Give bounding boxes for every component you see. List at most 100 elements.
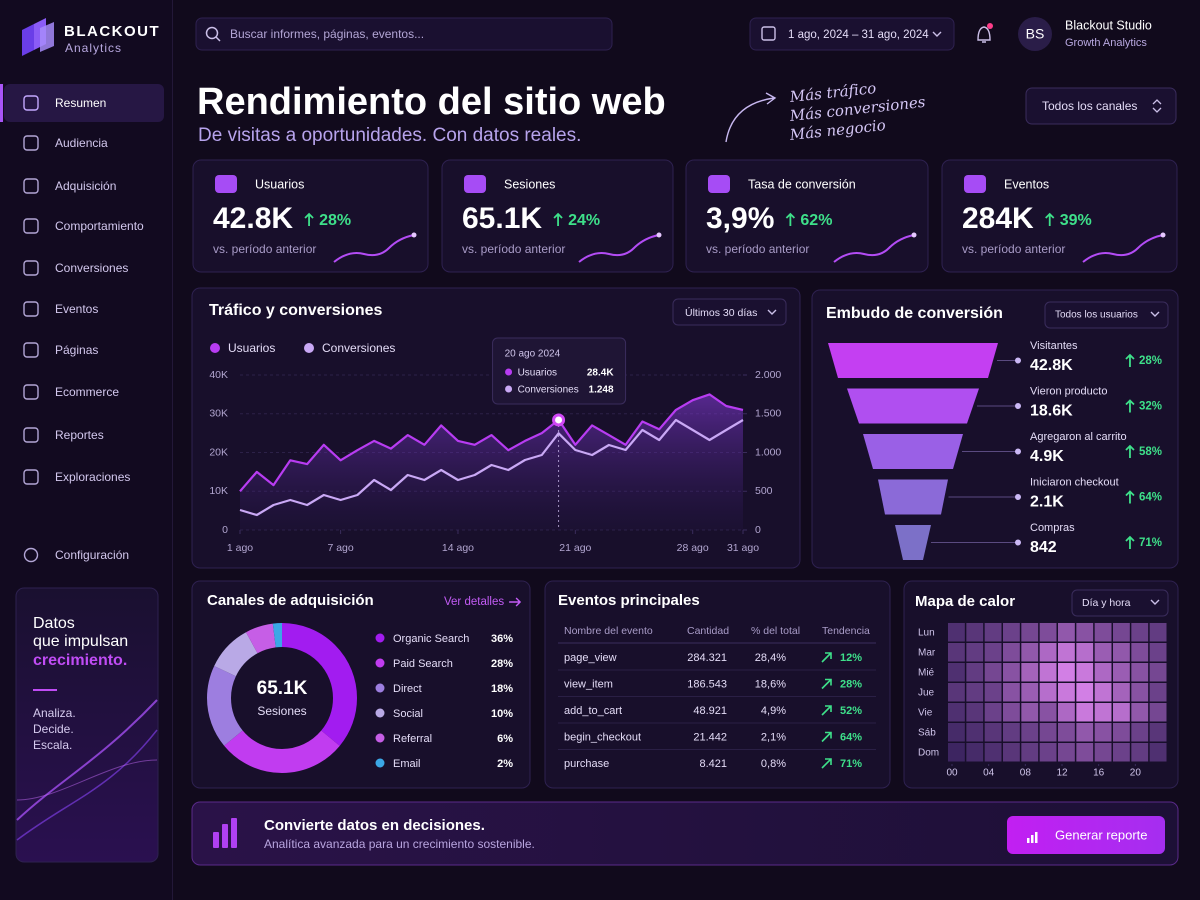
heatmap-cell xyxy=(948,643,965,662)
table-cell: 18,6% xyxy=(755,678,786,690)
funnel-stage xyxy=(895,525,931,560)
heatmap-cell xyxy=(1003,703,1020,722)
tooltip-name: Conversiones xyxy=(518,385,579,396)
heatmap-cell xyxy=(1076,623,1094,642)
details-link[interactable]: Ver detalles xyxy=(444,596,504,608)
heatmap-cell xyxy=(966,643,984,662)
kpi-change: 24% xyxy=(568,212,600,229)
heatmap-cell xyxy=(1094,743,1112,762)
kpi-sparkline xyxy=(578,234,660,263)
x-tick-label: 00 xyxy=(946,768,958,779)
heatmap-cell xyxy=(1131,663,1149,682)
kpi-sparkline xyxy=(333,234,415,263)
heatmap-cell xyxy=(1058,663,1075,682)
heatmap-cell xyxy=(948,683,965,702)
nav-item[interactable]: Exploraciones xyxy=(55,470,130,484)
search-icon xyxy=(205,26,219,40)
heatmap-cell xyxy=(1039,703,1057,722)
heatmap-cell xyxy=(1113,623,1130,642)
nav-icon xyxy=(23,301,39,317)
kpi-icon xyxy=(464,175,486,193)
tooltip-value: 1.248 xyxy=(589,385,614,396)
avatar-initials: BS xyxy=(1026,26,1045,42)
chevron-icon xyxy=(1150,599,1160,605)
search-placeholder: Buscar informes, páginas, eventos... xyxy=(230,27,424,41)
tooltip xyxy=(492,337,627,405)
avatar[interactable] xyxy=(1018,17,1052,51)
heatmap-cell xyxy=(984,643,1002,662)
nav-item[interactable]: Reportes xyxy=(55,428,104,442)
nav-item[interactable]: Conversiones xyxy=(55,261,128,275)
up-arrow-icon xyxy=(1045,212,1055,226)
date-picker[interactable] xyxy=(749,17,955,51)
table-cell: 71% xyxy=(840,758,862,770)
heatmap-cell xyxy=(1058,723,1075,742)
x-tick-label: 1 ago xyxy=(227,542,253,554)
nav-item[interactable]: Eventos xyxy=(55,302,98,316)
promo-line: que impulsan xyxy=(33,633,128,650)
heatmap-cell xyxy=(1149,623,1167,642)
table-cell: page_view xyxy=(564,652,617,664)
bell-icon[interactable] xyxy=(977,26,991,43)
table-cell: 64% xyxy=(840,731,862,743)
promo-line: Datos xyxy=(33,615,75,632)
up-arrow-icon xyxy=(1125,535,1135,549)
heatmap-cell xyxy=(948,703,965,722)
promo-wave xyxy=(16,699,158,821)
funnel-dot xyxy=(1015,448,1021,455)
settings-icon xyxy=(23,547,39,563)
nav-item[interactable]: Adquisición xyxy=(55,179,116,193)
legend-swatch xyxy=(375,658,385,668)
heatmap-row-label: Jue xyxy=(918,688,935,699)
table-cell: 2,1% xyxy=(761,731,786,743)
nav-item[interactable]: Audiencia xyxy=(55,136,108,150)
heatmap-cell xyxy=(1021,683,1039,702)
x-tick-label: 08 xyxy=(1020,768,1032,779)
cta-button[interactable] xyxy=(1007,816,1165,854)
trend-arrow xyxy=(821,652,832,663)
nav-item[interactable]: Resumen xyxy=(55,96,106,110)
chart-filter[interactable] xyxy=(672,298,787,326)
heatmap-filter[interactable] xyxy=(1071,589,1169,617)
promo-tagline: Decide. xyxy=(33,722,74,736)
x-tick-label: 28 ago xyxy=(677,542,709,554)
nav-item[interactable]: Ecommerce xyxy=(55,385,119,399)
funnel-filter[interactable] xyxy=(1044,301,1169,329)
search-box[interactable] xyxy=(195,17,613,51)
tooltip-point xyxy=(552,413,566,427)
funnel-dot xyxy=(1015,494,1021,500)
table-cell: 48.921 xyxy=(693,705,727,717)
kpi-label: Usuarios xyxy=(255,177,304,191)
funnel-filter-label: Todos los usuarios xyxy=(1055,310,1138,321)
channel-filter[interactable] xyxy=(1025,87,1177,125)
legend-swatch xyxy=(375,733,385,743)
user-name: Blackout Studio xyxy=(1065,18,1152,32)
heatmap-cell xyxy=(984,663,1002,682)
heatmap-cell xyxy=(948,663,965,682)
heatmap-cell xyxy=(1113,723,1130,742)
legend-value: 36% xyxy=(491,633,513,645)
heatmap-cell xyxy=(1131,683,1149,702)
nav-icon xyxy=(23,384,39,400)
promo-wave xyxy=(16,729,158,841)
nav-item[interactable]: Comportamiento xyxy=(55,219,144,233)
heatmap-cell xyxy=(1113,743,1130,762)
y-tick-label: 20K xyxy=(209,446,228,458)
button-icon-bar xyxy=(1031,835,1034,843)
up-arrow-icon xyxy=(304,212,314,226)
y2-tick-label: 2.000 xyxy=(755,369,781,381)
up-arrow-icon xyxy=(1125,353,1135,367)
heatmap-cell xyxy=(1039,623,1057,642)
funnel-stage-value: 2.1K xyxy=(1030,494,1064,511)
kpi-value: 3,9% xyxy=(706,202,774,235)
kpi-label: Sesiones xyxy=(504,177,555,191)
nav-item[interactable]: Páginas xyxy=(55,343,98,357)
heatmap-cell xyxy=(966,703,984,722)
nav-item[interactable]: Configuración xyxy=(55,548,129,562)
card-title: Mapa de calor xyxy=(915,593,1015,610)
promo-wave xyxy=(16,759,158,801)
table-cell: 21.442 xyxy=(693,731,727,743)
cta-button-label[interactable]: Generar reporte xyxy=(1055,827,1148,842)
heatmap-filter-label: Día y hora xyxy=(1082,597,1131,609)
heatmap-cell xyxy=(1131,623,1149,642)
